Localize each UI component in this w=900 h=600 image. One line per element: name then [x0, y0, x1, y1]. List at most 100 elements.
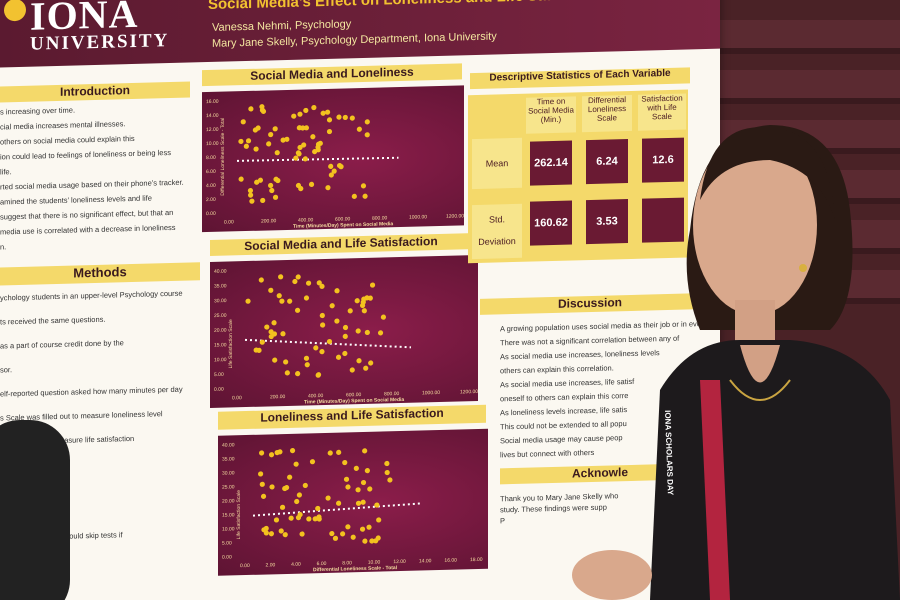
data-point [316, 514, 322, 520]
y-axis-label: Life Satisfaction Scale [228, 319, 234, 369]
data-point [268, 531, 275, 537]
x-tick-label: 18.00 [470, 557, 483, 563]
y-tick-label: 35.00 [214, 283, 227, 289]
data-point [279, 298, 285, 304]
data-point [254, 179, 260, 185]
data-point [349, 115, 355, 121]
data-point [268, 182, 274, 189]
data-point [279, 504, 286, 510]
data-point [289, 447, 296, 454]
data-point [360, 499, 366, 505]
data-point [277, 449, 283, 455]
data-point [283, 359, 289, 365]
data-point [311, 104, 317, 111]
data-point [375, 535, 381, 541]
y-tick-label: 40.00 [222, 442, 235, 448]
data-point [345, 484, 351, 490]
data-point [326, 338, 333, 345]
data-point [384, 469, 390, 476]
y-tick-label: 30.00 [222, 470, 235, 476]
y-tick-label: 0.00 [214, 387, 224, 393]
data-point [313, 345, 319, 351]
x-tick-label: 0.00 [232, 395, 242, 401]
data-point [258, 277, 264, 283]
data-point [272, 357, 278, 363]
y-tick-label: 14.00 [206, 113, 219, 119]
data-point [336, 449, 342, 455]
data-point [299, 531, 305, 537]
data-point [356, 126, 362, 132]
data-point [342, 350, 348, 357]
data-point [325, 495, 331, 501]
data-point [319, 349, 325, 355]
x-tick-label: 16.00 [444, 558, 457, 564]
data-point [309, 459, 316, 465]
data-point [284, 370, 290, 376]
data-point [336, 500, 342, 506]
data-point [303, 295, 310, 301]
y-tick-label: 25.00 [222, 484, 235, 490]
chart-social-media-life-satisfaction: 40.00 35.00 30.00 25.00 20.00 15.00 10.00 5.00 0… [210, 254, 478, 408]
data-point [355, 328, 361, 334]
x-tick-label: 4.00 [291, 562, 301, 568]
data-point [282, 532, 288, 538]
data-point [260, 197, 266, 204]
data-point [294, 498, 300, 505]
x-tick-label: 0.00 [224, 219, 234, 225]
data-point [272, 126, 278, 132]
y-tick-label: 0.00 [222, 554, 232, 560]
x-tick-label: 0.00 [240, 563, 250, 569]
data-point [291, 113, 297, 119]
data-point [374, 502, 380, 508]
data-point [280, 137, 286, 143]
data-point [295, 150, 301, 156]
data-point [271, 320, 277, 326]
data-point [272, 194, 279, 200]
data-point [259, 339, 265, 345]
data-point [303, 125, 310, 131]
data-point [377, 330, 384, 336]
y-tick-label: 20.00 [222, 498, 235, 504]
data-point [353, 465, 359, 471]
data-point [295, 371, 301, 377]
data-point [259, 450, 265, 456]
data-point [364, 329, 370, 336]
data-point [263, 530, 269, 536]
x-tick-label: 1000.00 [422, 390, 440, 396]
data-point [354, 298, 360, 304]
data-point [334, 288, 340, 294]
data-point [260, 493, 267, 499]
data-point [336, 162, 343, 169]
y-tick-label: 2.00 [206, 197, 216, 203]
data-point [387, 477, 393, 483]
x-axis-label: Time (Minutes/Day) Spent on Social Media [304, 397, 404, 406]
data-point [302, 156, 308, 162]
data-point [266, 141, 272, 147]
data-point [342, 114, 348, 121]
data-point [355, 500, 362, 506]
y-tick-label: 10.00 [222, 526, 235, 532]
data-point [331, 168, 337, 174]
x-tick-label: 200.00 [270, 394, 286, 400]
data-point [328, 172, 334, 178]
y-tick-label: 15.00 [222, 512, 235, 518]
data-point [360, 183, 367, 189]
data-point [342, 459, 348, 466]
data-point [364, 119, 370, 125]
data-point [310, 134, 316, 140]
data-point [360, 299, 366, 305]
data-point [380, 314, 387, 320]
data-point [294, 307, 301, 313]
y-tick-label: 30.00 [214, 298, 227, 304]
data-point [273, 517, 280, 523]
data-point [384, 460, 390, 467]
data-point [320, 110, 326, 116]
data-point [295, 274, 301, 280]
data-point [359, 526, 366, 532]
data-point [360, 479, 367, 486]
y-tick-label: 15.00 [214, 342, 227, 348]
data-point [324, 109, 331, 115]
data-point [336, 114, 342, 120]
data-point [327, 450, 333, 456]
